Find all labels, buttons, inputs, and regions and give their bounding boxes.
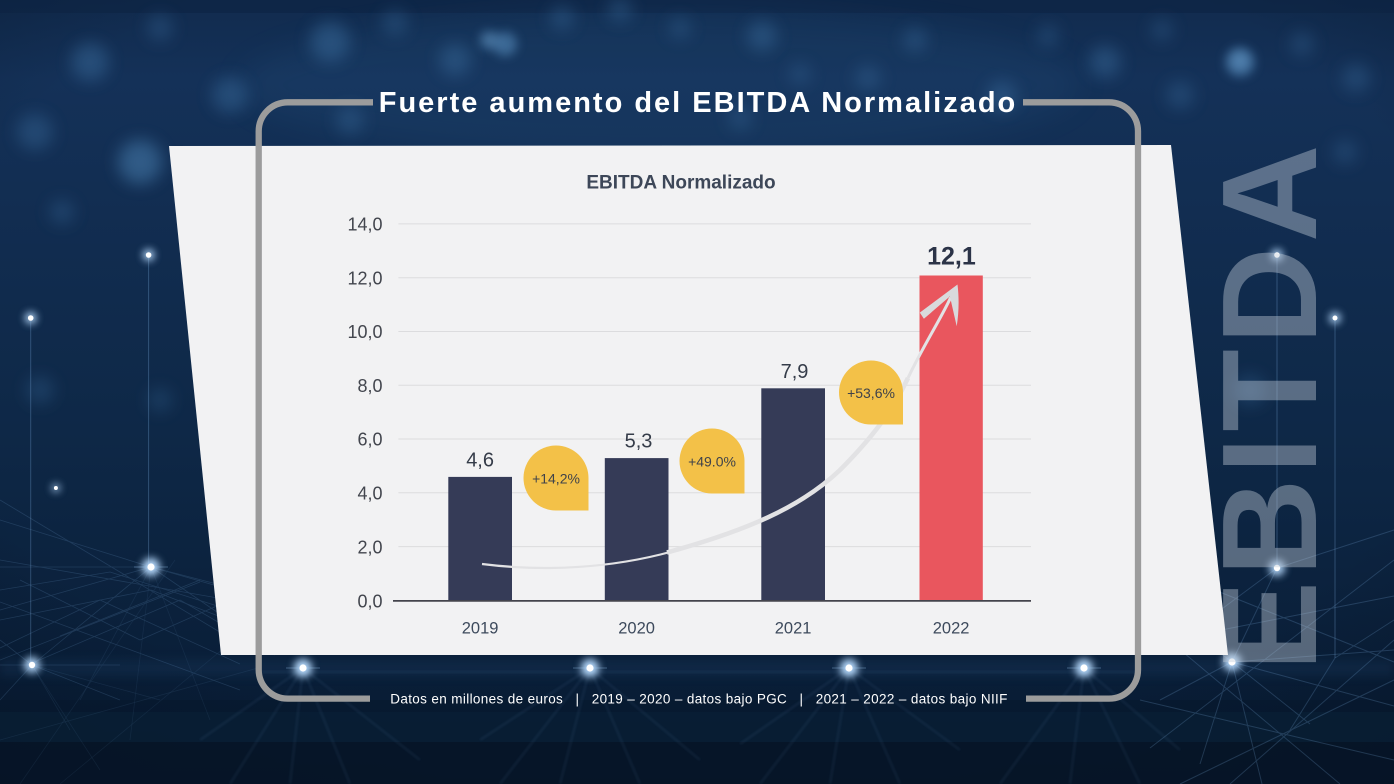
svg-text:4,0: 4,0 xyxy=(357,484,382,504)
svg-text:Datos en millones de euros |: Datos en millones de euros | 2019 – 2020… xyxy=(390,691,1008,706)
svg-text:2019: 2019 xyxy=(462,620,499,638)
svg-text:5,3: 5,3 xyxy=(625,431,653,453)
svg-text:2021: 2021 xyxy=(775,620,812,638)
svg-text:7,9: 7,9 xyxy=(781,361,809,383)
svg-text:+49.0%: +49.0% xyxy=(688,454,736,470)
svg-text:EBITDA Normalizado: EBITDA Normalizado xyxy=(586,172,775,193)
svg-text:8,0: 8,0 xyxy=(357,376,382,396)
svg-text:Fuerte aumento del EBITDA Norm: Fuerte aumento del EBITDA Normalizado xyxy=(379,87,1018,119)
svg-text:+14,2%: +14,2% xyxy=(532,471,580,487)
svg-text:12,1: 12,1 xyxy=(927,242,976,270)
svg-text:6,0: 6,0 xyxy=(357,430,382,450)
svg-text:+53,6%: +53,6% xyxy=(847,385,895,401)
svg-text:2,0: 2,0 xyxy=(357,537,382,557)
svg-text:2022: 2022 xyxy=(933,620,970,638)
svg-text:2020: 2020 xyxy=(618,620,655,638)
svg-text:14,0: 14,0 xyxy=(347,215,382,235)
svg-text:12,0: 12,0 xyxy=(347,268,382,288)
svg-text:10,0: 10,0 xyxy=(347,322,382,342)
svg-text:4,6: 4,6 xyxy=(466,449,494,471)
svg-text:0,0: 0,0 xyxy=(357,592,382,612)
